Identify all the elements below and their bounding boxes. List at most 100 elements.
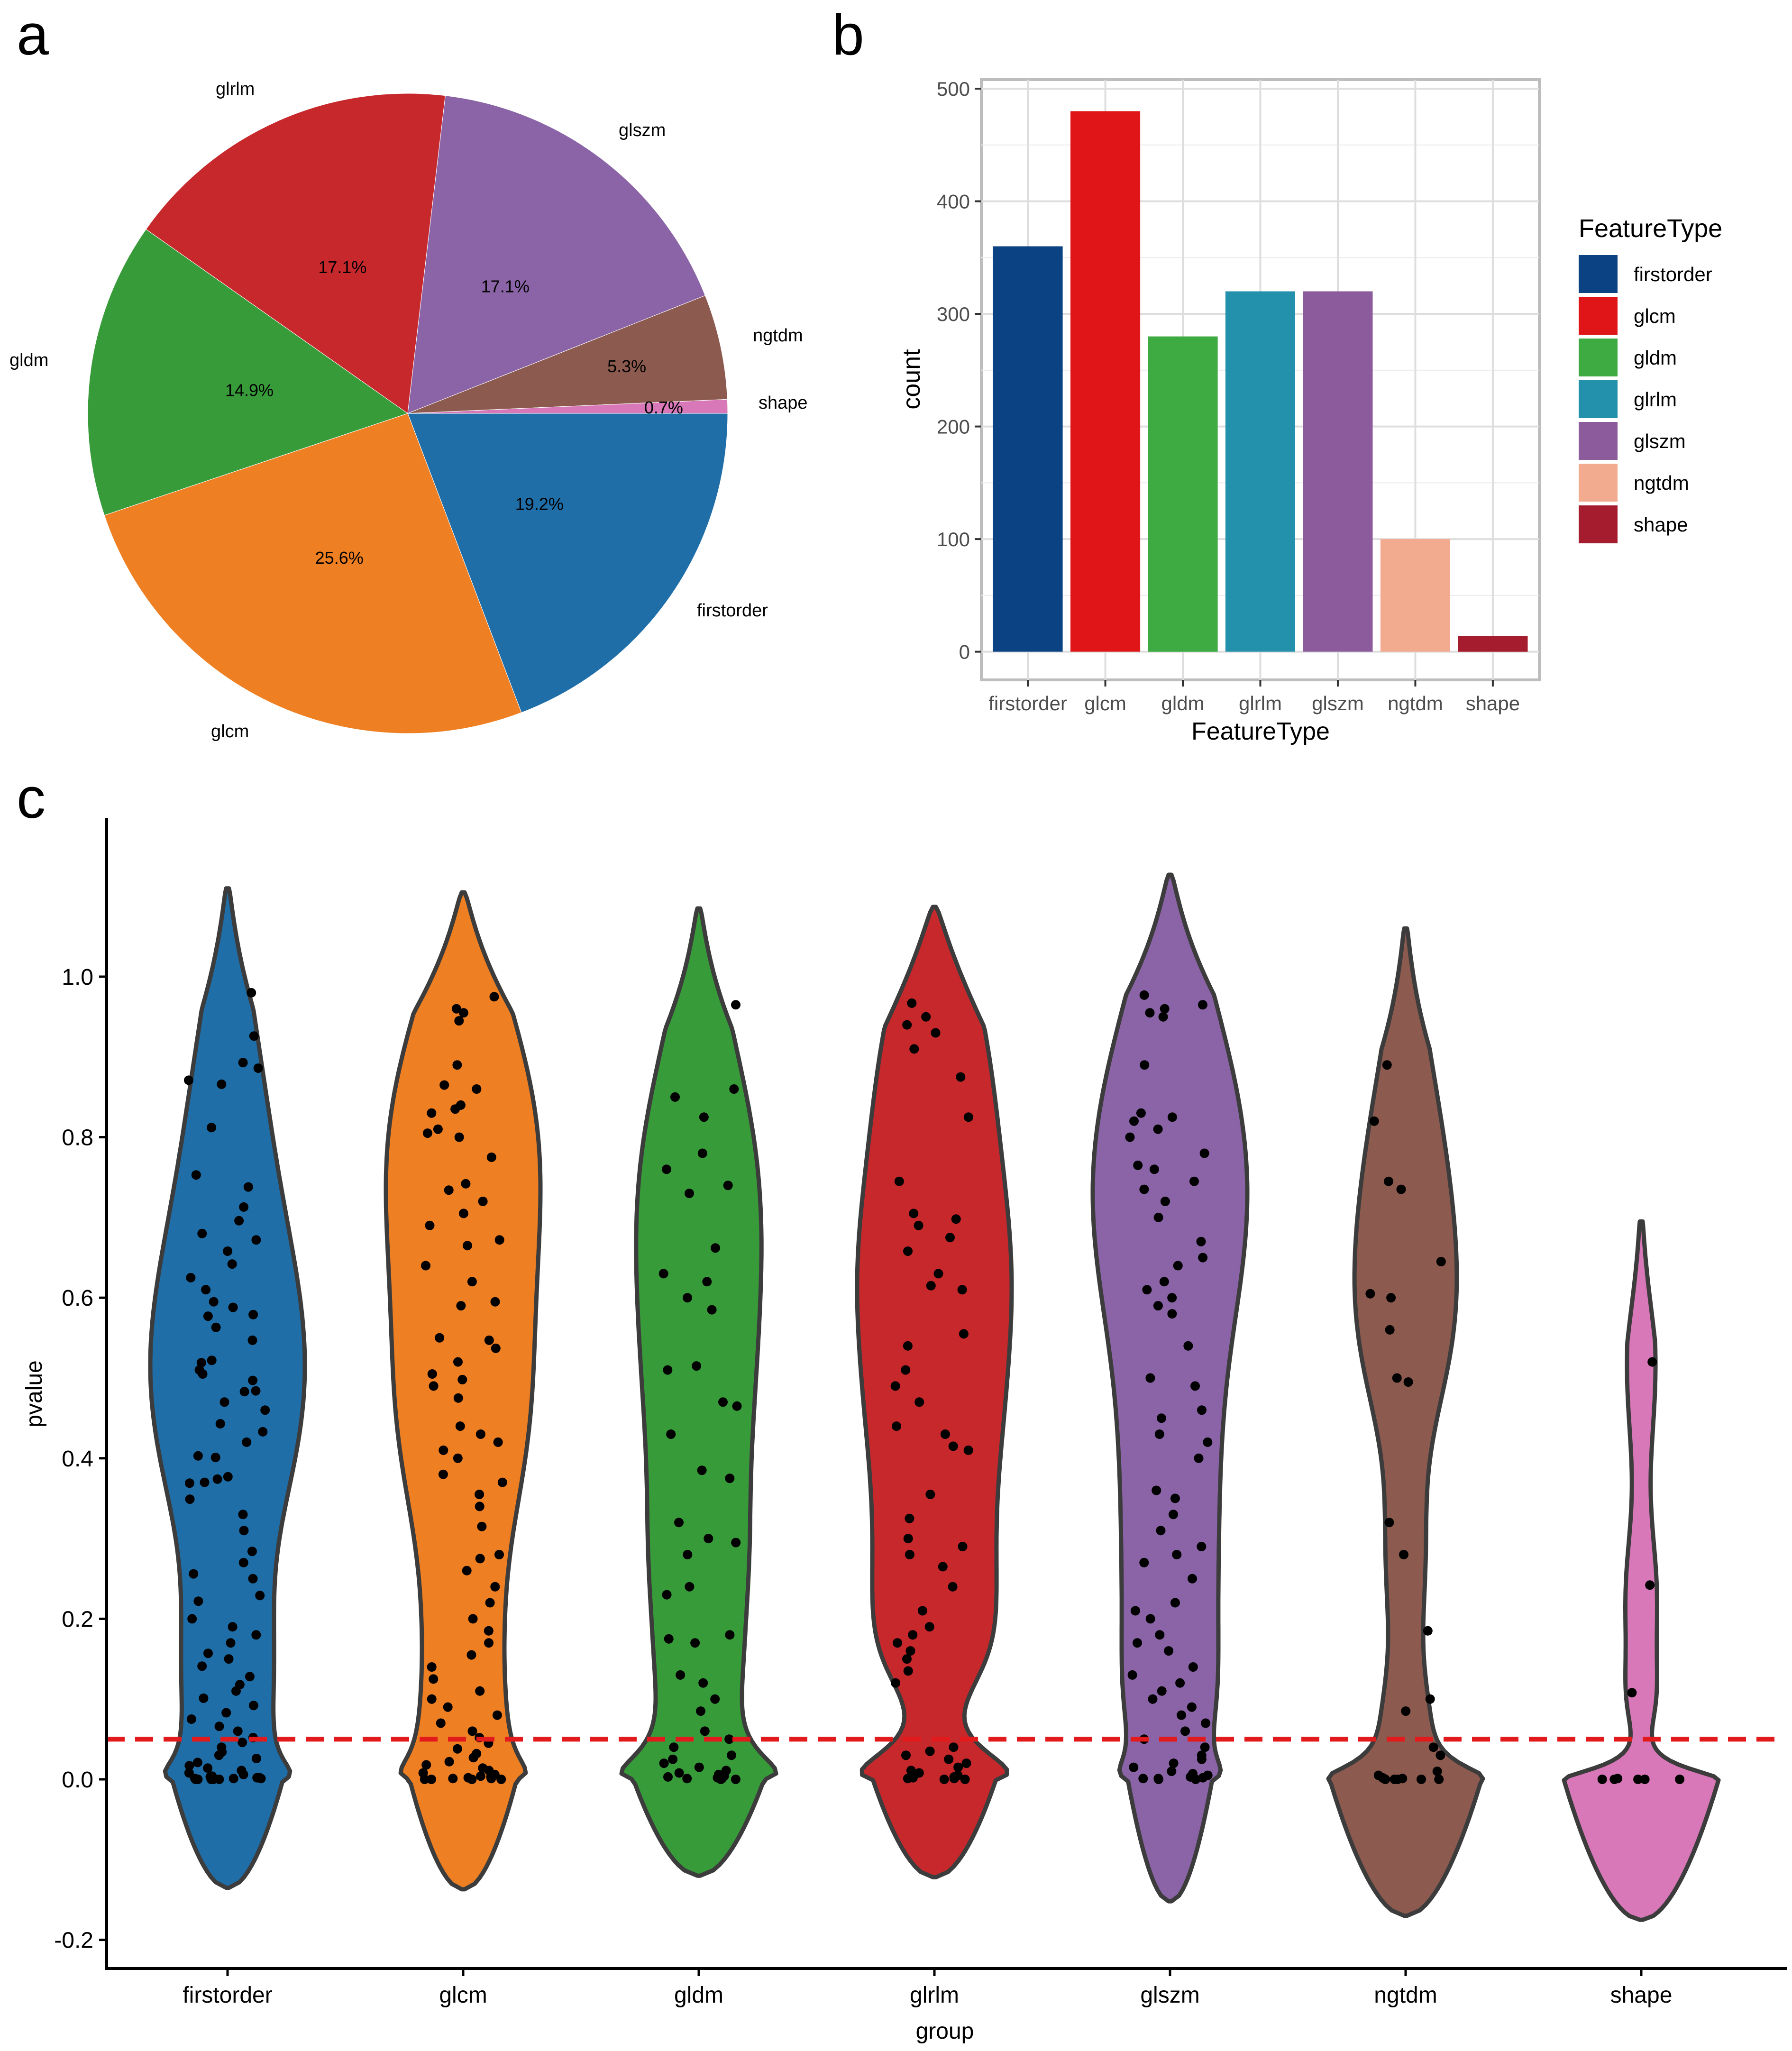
violin-chart: -0.2 0.0 0.2 0.4 0.6 0.8 1.0 firstorder glcm gld…: [22, 818, 1787, 2044]
point-glszm: [1156, 1526, 1166, 1536]
point-gldm: [658, 1269, 668, 1279]
point-gldm: [676, 1670, 686, 1680]
point-ngtdm: [1392, 1373, 1402, 1383]
bar-glrlm: [1225, 291, 1295, 652]
point-firstorder: [214, 1721, 224, 1731]
point-firstorder: [249, 1031, 259, 1041]
point-glszm: [1187, 1702, 1197, 1712]
pie-label-gldm: gldm: [9, 350, 48, 370]
panel-label-a: a: [17, 2, 49, 67]
point-firstorder: [251, 1386, 261, 1396]
violin-shape: [1562, 1219, 1721, 1922]
point-glrlm: [948, 1441, 958, 1451]
point-firstorder: [260, 1405, 270, 1415]
point-ngtdm: [1401, 1706, 1411, 1716]
point-firstorder: [231, 1686, 241, 1696]
point-ngtdm: [1384, 1518, 1394, 1528]
pie-label-glcm: glcm: [211, 722, 249, 742]
point-firstorder: [200, 1477, 210, 1487]
legend-key-glcm: [1579, 297, 1618, 335]
point-glrlm: [903, 1666, 913, 1676]
point-firstorder: [223, 1472, 233, 1482]
point-glcm: [462, 1566, 472, 1575]
point-glcm: [438, 1469, 448, 1479]
legend-label-ngtdm: ngtdm: [1634, 472, 1689, 494]
point-firstorder: [247, 988, 256, 998]
point-glrlm: [909, 1209, 919, 1218]
point-glcm: [427, 1369, 437, 1379]
point-firstorder: [203, 1763, 213, 1773]
point-firstorder: [212, 1474, 222, 1484]
point-ngtdm: [1382, 1060, 1392, 1070]
bar-glszm: [1303, 291, 1373, 652]
legend-key-gldm: [1579, 339, 1618, 376]
pie-pct-glszm: 17.1%: [481, 277, 530, 296]
point-glszm: [1130, 1606, 1140, 1616]
legend-label-glszm: glszm: [1634, 430, 1686, 452]
point-glrlm: [902, 1654, 912, 1664]
point-glrlm: [940, 1429, 950, 1439]
point-glrlm: [956, 1072, 966, 1082]
point-glszm: [1138, 1774, 1148, 1784]
point-gldm: [682, 1774, 692, 1784]
point-firstorder: [239, 1202, 249, 1212]
point-shape: [1675, 1775, 1685, 1784]
point-firstorder: [201, 1285, 211, 1295]
point-glszm: [1152, 1485, 1161, 1495]
point-gldm: [685, 1582, 695, 1592]
point-glszm: [1145, 1373, 1155, 1383]
point-glrlm: [944, 1754, 954, 1764]
violin-xtick-gldm: gldm: [674, 1983, 723, 2008]
point-glcm: [453, 1393, 463, 1403]
point-glrlm: [933, 1269, 943, 1279]
pie-slice-ngtdm: [407, 295, 728, 414]
bar-ytick-label: 500: [937, 78, 970, 100]
point-glcm: [436, 1718, 446, 1728]
point-glcm: [454, 1132, 464, 1142]
legend-key-firstorder: [1579, 255, 1618, 293]
point-glrlm: [903, 1534, 913, 1544]
point-glcm: [463, 1241, 472, 1251]
point-glszm: [1194, 1453, 1204, 1463]
pie-pct-ngtdm: 5.3%: [607, 357, 646, 376]
point-gldm: [699, 1112, 709, 1122]
point-glszm: [1198, 1773, 1208, 1783]
point-glcm: [435, 1333, 445, 1343]
point-glcm: [454, 1016, 464, 1026]
point-firstorder: [256, 1774, 266, 1784]
point-firstorder: [247, 1335, 257, 1345]
violin-xtick-ngtdm: ngtdm: [1374, 1983, 1437, 2008]
point-glszm: [1167, 1767, 1177, 1776]
point-glrlm: [951, 1214, 961, 1224]
point-firstorder: [239, 1526, 249, 1536]
point-glcm: [427, 1694, 437, 1704]
point-glcm: [475, 1554, 485, 1564]
violin-y-axis-title: pvalue: [22, 1360, 47, 1427]
point-gldm: [663, 1772, 673, 1782]
point-firstorder: [239, 1387, 249, 1397]
point-glcm: [496, 1775, 506, 1784]
point-ngtdm: [1396, 1184, 1406, 1194]
point-glszm: [1157, 1413, 1166, 1423]
point-glrlm: [945, 1233, 955, 1243]
point-ngtdm: [1399, 1550, 1408, 1559]
point-glrlm: [961, 1758, 971, 1768]
point-firstorder: [255, 1591, 265, 1601]
point-glcm: [420, 1775, 430, 1784]
panel-label-b: b: [832, 2, 864, 67]
pie-label-glszm: glszm: [619, 120, 666, 140]
bar-xtick-ngtdm: ngtdm: [1388, 692, 1443, 714]
pie-slice-glrlm: [146, 93, 446, 414]
pie-pct-glcm: 25.6%: [315, 548, 364, 568]
legend-key-glszm: [1579, 422, 1618, 460]
point-glszm: [1160, 1004, 1170, 1014]
point-firstorder: [242, 1437, 252, 1447]
point-firstorder: [251, 1754, 261, 1763]
point-glcm: [457, 1374, 467, 1384]
panel-label-c: c: [17, 766, 46, 830]
point-glszm: [1157, 1686, 1167, 1696]
violin-glrlm: [855, 905, 1014, 1879]
point-firstorder: [193, 1596, 203, 1606]
point-glcm: [444, 1185, 454, 1195]
point-glrlm: [963, 1445, 973, 1455]
